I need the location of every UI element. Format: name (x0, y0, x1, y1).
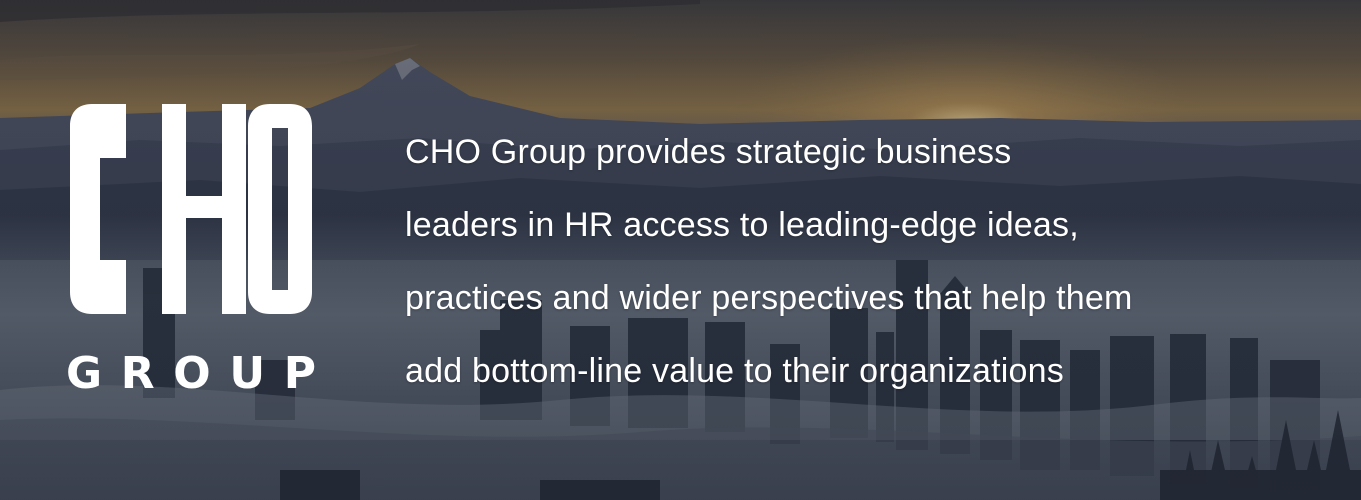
logo-letter-g: G (66, 348, 103, 399)
tagline-line-2: leaders in HR access to leading-edge ide… (405, 206, 1079, 244)
tagline-line-3: practices and wider perspectives that he… (405, 279, 1133, 317)
cho-logo-mark (70, 104, 312, 314)
logo-letter-u: U (229, 348, 266, 399)
tagline-line-1: CHO Group provides strategic business (405, 133, 1012, 171)
cho-group-logo: G R O U P (66, 104, 316, 396)
logo-letter-o: O (173, 348, 211, 399)
tagline: CHO Group provides strategic business le… (405, 116, 1305, 408)
logo-group-word: G R O U P (66, 352, 316, 396)
tagline-line-4: add bottom-line value to their organizat… (405, 352, 1064, 390)
logo-letter-r: R (120, 348, 155, 399)
logo-letter-p: P (283, 348, 316, 399)
